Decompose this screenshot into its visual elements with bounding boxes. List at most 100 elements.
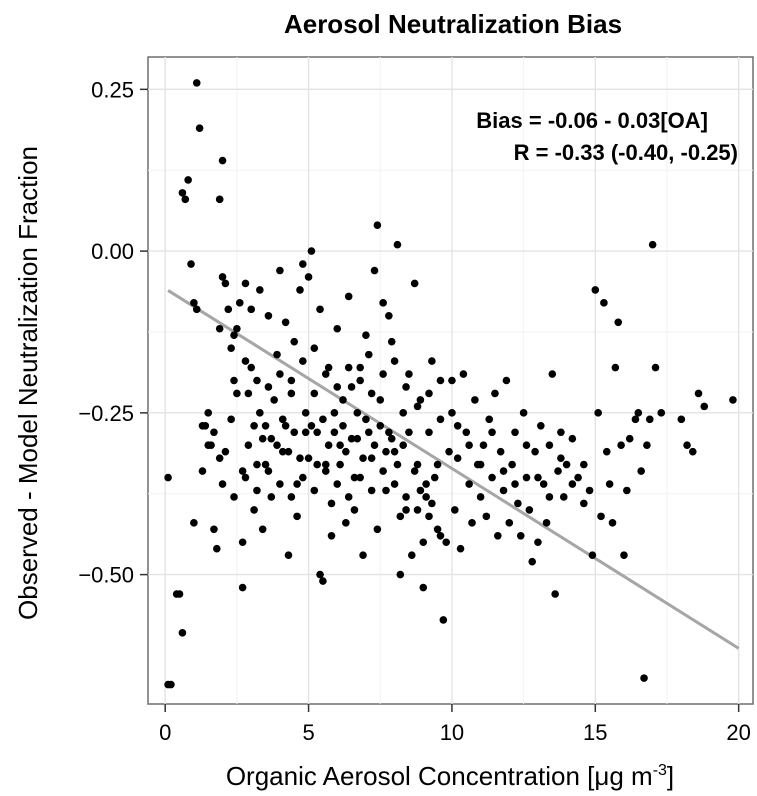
data-point [402,506,410,514]
data-point [324,441,333,450]
data-point [488,428,496,437]
data-point [410,279,419,288]
data-point [235,299,244,307]
data-point [319,577,327,585]
annotation-bias-equation: Bias = -0.06 - 0.03[OA] [476,108,708,133]
data-point [301,409,310,417]
data-point [215,195,224,204]
data-point [542,519,551,527]
data-point [643,441,651,450]
x-axis-label: Organic Aerosol Concentration [μg m-3] [226,761,674,791]
data-point [313,460,321,469]
data-point [390,447,399,456]
data-point [511,428,519,437]
data-point [330,409,339,417]
data-point [396,512,405,521]
data-point [164,473,172,482]
data-point [342,519,350,527]
y-tick-label: −0.25 [78,401,134,426]
data-point [471,396,479,404]
data-point [645,415,654,424]
data-point [244,441,253,450]
data-point [267,434,276,443]
data-point [393,240,402,249]
data-point [385,428,393,437]
data-point [620,551,628,559]
data-point [367,486,376,495]
data-point [281,318,290,327]
data-point [344,493,353,501]
data-point [476,460,485,469]
data-point [316,305,324,314]
data-point [198,421,207,430]
data-point [528,557,537,566]
data-point [677,415,686,424]
data-point [316,570,324,579]
data-point [580,499,588,508]
data-point [700,402,709,411]
data-point [227,344,235,352]
data-point [190,299,198,307]
data-point [293,512,301,521]
data-point [370,441,379,450]
data-point [293,480,301,488]
data-point [276,266,284,275]
data-point [276,370,284,378]
data-point [605,480,614,488]
data-point [261,421,270,430]
data-point [588,551,597,559]
data-point [407,551,416,559]
data-point [376,421,385,430]
data-point [468,519,476,527]
data-point [433,525,442,534]
data-point [499,486,508,495]
data-point [379,467,387,475]
data-point [425,428,433,437]
data-point [534,473,542,482]
data-point [164,680,172,689]
data-point [181,195,190,204]
data-point [187,260,195,268]
data-point [385,312,393,320]
data-point [241,279,250,288]
data-point [238,583,247,592]
data-point [241,357,250,365]
x-tick-label: 0 [159,720,171,745]
data-point [238,467,247,475]
data-point [227,415,235,424]
data-point [321,460,330,469]
data-point [433,460,442,469]
data-point [390,357,399,365]
data-point [419,583,428,592]
data-point [299,473,307,482]
data-point [562,460,571,469]
data-point [485,415,494,424]
data-point [210,428,218,437]
data-point [347,383,356,391]
data-point [230,376,238,385]
data-point [267,493,276,501]
data-point [256,409,264,417]
x-axis-label-superscript: -3 [653,762,667,779]
data-point [178,629,187,637]
x-axis-label-suffix: ] [667,761,674,791]
data-point [307,247,316,255]
data-point [525,506,534,514]
data-point [253,486,261,495]
data-point [405,428,413,437]
data-point [442,538,450,547]
data-point [416,396,425,404]
data-point [244,389,253,398]
data-point [367,454,376,462]
data-point [448,376,456,385]
data-point [373,525,382,534]
data-point [499,467,508,475]
data-point [465,480,473,488]
data-point [218,273,227,281]
data-point [608,519,617,527]
data-point [333,383,342,391]
data-point [514,499,522,508]
data-point [270,396,278,404]
data-point [290,337,299,346]
